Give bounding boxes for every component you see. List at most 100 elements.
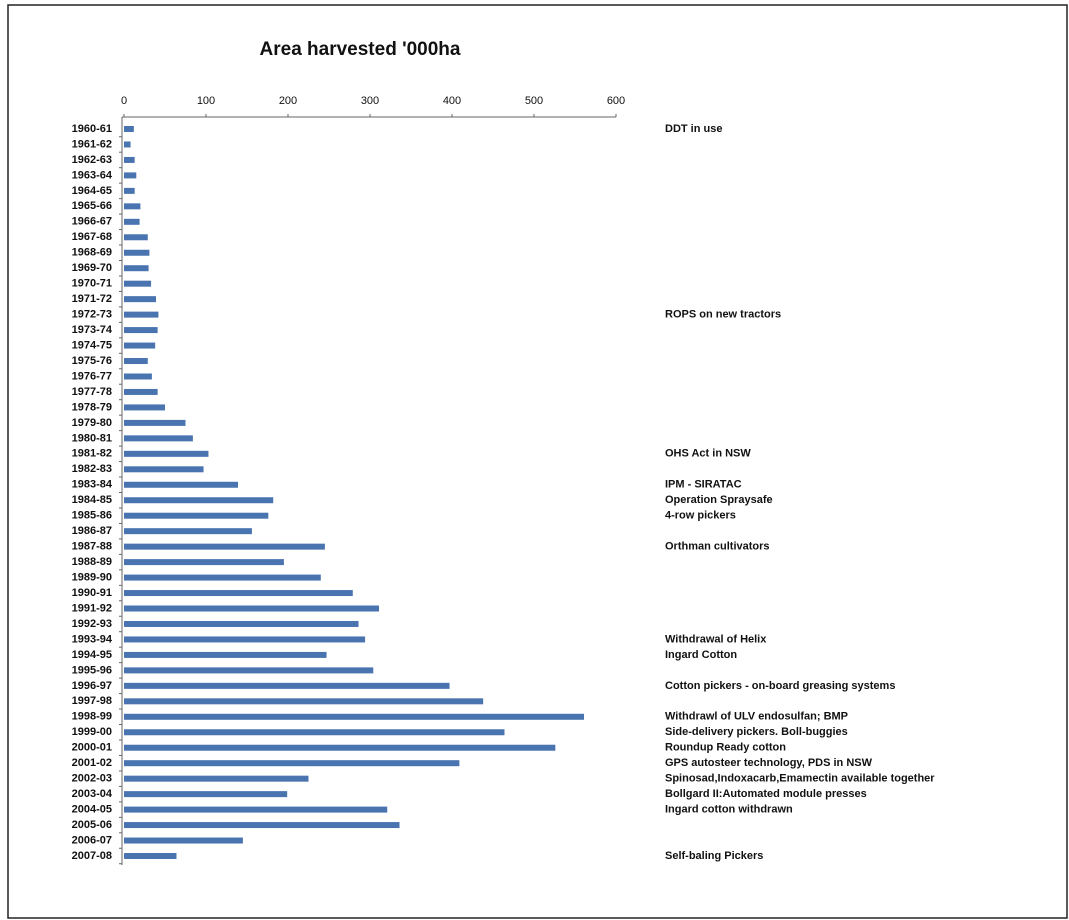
y-tick-label: 1972-73 [72,309,112,321]
y-tick-label: 1986-87 [72,525,112,537]
annotation: Roundup Ready cotton [665,742,786,754]
x-tick-label: 200 [279,95,297,107]
bar [124,760,460,767]
bar [124,729,505,736]
y-tick-label: 1984-85 [72,494,112,506]
x-tick-label: 0 [121,95,127,107]
bar [124,497,274,504]
annotation: IPM - SIRATAC [665,479,742,491]
bar [124,388,158,395]
y-tick-label: 1965-66 [72,200,112,212]
y-tick-label: 1994-95 [72,649,112,661]
y-tick-label: 1976-77 [72,370,112,382]
x-tick-label: 300 [361,95,379,107]
y-tick-label: 2006-07 [72,834,112,846]
bar [124,404,165,411]
y-tick-label: 1964-65 [72,185,112,197]
annotation: Ingard Cotton [665,649,737,661]
bar [124,187,135,194]
y-tick-label: 2005-06 [72,819,112,831]
bar [124,156,135,163]
bar [124,512,269,519]
bar [124,822,400,829]
annotation: Side-delivery pickers. Boll-buggies [665,726,848,738]
bar [124,574,321,581]
y-tick-label: 1974-75 [72,339,112,351]
annotation: DDT in use [665,123,722,135]
bar [124,620,359,627]
bar [124,358,148,365]
bar [124,373,152,380]
bar [124,853,177,859]
annotation: ROPS on new tractors [665,309,781,321]
annotation: Withdrawl of ULV endosulfan; BMP [665,711,848,723]
bar [124,528,252,535]
bar [124,543,325,550]
bar [124,265,149,272]
y-tick-label: 1982-83 [72,463,112,475]
bar [124,450,209,457]
y-tick-label: 1991-92 [72,602,112,614]
annotation: OHS Act in NSW [665,448,751,460]
y-tick-label: 1990-91 [72,587,112,599]
bar [124,837,243,844]
x-tick-label: 600 [607,95,625,107]
bar [124,651,327,658]
bar [124,419,186,426]
y-tick-label: 1988-89 [72,556,112,568]
y-tick-label: 1996-97 [72,680,112,692]
y-tick-label: 2007-08 [72,850,112,862]
y-tick-label: 1961-62 [72,138,112,150]
annotation: 4-row pickers [665,510,736,522]
bar [124,249,150,256]
annotation: Operation Spraysafe [665,494,773,506]
y-tick-label: 1981-82 [72,448,112,460]
y-tick-label: 1985-86 [72,510,112,522]
y-tick-label: 1987-88 [72,541,112,553]
annotation: GPS autosteer technology, PDS in NSW [665,757,873,769]
x-tick-label: 400 [443,95,461,107]
bar [124,481,238,488]
bar [124,605,380,612]
bar [124,667,374,674]
bar [124,218,140,225]
bar [124,234,148,241]
annotation: Cotton pickers - on-board greasing syste… [665,680,895,692]
bar [124,327,158,334]
bar [124,466,204,473]
y-tick-label: 1989-90 [72,571,112,583]
bar [124,682,450,689]
bar [124,559,284,566]
bar [124,280,152,287]
y-tick-label: 1960-61 [72,123,112,135]
y-tick-label: 1992-93 [72,618,112,630]
bar [124,203,141,210]
bar [124,590,353,597]
y-tick-label: 1999-00 [72,726,112,738]
y-tick-label: 2000-01 [72,742,112,754]
annotation: Self-baling Pickers [665,850,763,862]
bar [124,775,309,782]
y-tick-label: 1980-81 [72,432,112,444]
y-tick-label: 2002-03 [72,773,112,785]
bar [124,141,131,148]
y-tick-label: 1968-69 [72,247,112,259]
x-tick-label: 100 [197,95,215,107]
annotation: Orthman cultivators [665,541,770,553]
y-tick-label: 1977-78 [72,386,112,398]
y-tick-label: 2003-04 [72,788,113,800]
annotation: Spinosad,Indoxacarb,Emamectin available … [665,773,935,785]
bar [124,744,556,751]
y-tick-label: 1993-94 [72,633,113,645]
bar [124,435,193,442]
y-tick-label: 1983-84 [72,479,113,491]
annotation: Ingard cotton withdrawn [665,804,793,816]
y-tick-label: 1966-67 [72,216,112,228]
y-tick-label: 1963-64 [72,169,113,181]
bar [124,791,288,798]
annotation: Withdrawal of Helix [665,633,767,645]
y-tick-label: 1978-79 [72,401,112,413]
bar [124,126,134,132]
y-tick-label: 1973-74 [72,324,113,336]
